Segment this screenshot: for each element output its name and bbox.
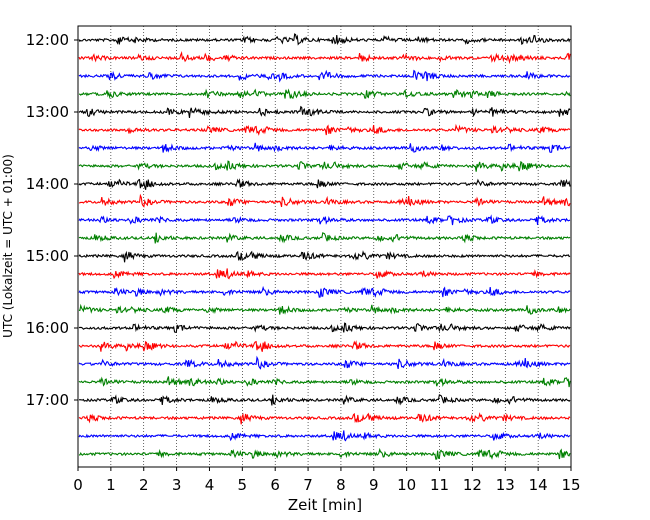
x-tick-label: 15 [561,476,580,494]
x-axis: 0 1 2 3 4 5 6 7 8 9 10 11 12 13 14 15 [73,467,581,494]
x-tick-label: 1 [106,476,116,494]
plot-frame [77,25,572,468]
trace-line [78,88,571,99]
x-tick-label: 3 [172,476,182,494]
trace-line [78,394,571,406]
trace-line [78,447,571,460]
x-tick-label: 13 [496,476,515,494]
trace-line [78,33,571,46]
trace-line [78,193,571,208]
trace-line [78,232,571,244]
trace-line [78,322,571,333]
trace-line [78,69,571,83]
trace-line [78,412,571,425]
trace-line [78,178,571,190]
y-tick-label: 13:00 [26,103,69,121]
trace-line [78,340,571,352]
x-axis-label: Zeit [min] [288,496,362,514]
x-tick-label: 8 [336,476,346,494]
trace-line [78,430,571,442]
trace-line [78,250,571,263]
y-tick-label: 14:00 [26,175,69,193]
plot-background [78,26,571,467]
x-tick-label: 12 [463,476,482,494]
y-tick-label: 12:00 [26,31,69,49]
y-tick-label: 16:00 [26,319,69,337]
trace-line [78,142,571,153]
x-tick-label: 10 [397,476,416,494]
traces [78,33,571,460]
trace-line [78,105,571,119]
x-tick-label: 2 [139,476,149,494]
x-tick-label: 9 [369,476,379,494]
trace-line [78,355,571,370]
y-tick-label: 17:00 [26,391,69,409]
y-axis: 12:00 13:00 14:00 15:00 16:00 17:00 [26,31,78,409]
y-tick-label: 15:00 [26,247,69,265]
y-axis-label: UTC (Lokalzeit = UTC + 01:00) [1,154,15,338]
x-tick-label: 7 [303,476,313,494]
trace-line [78,376,571,388]
trace-line [78,160,571,172]
trace-line [78,268,571,280]
trace-line [78,214,571,226]
trace-line [78,123,571,136]
x-tick-label: 14 [529,476,548,494]
trace-line [78,51,571,65]
x-tick-label: 11 [430,476,449,494]
trace-line [78,285,571,298]
x-tick-label: 6 [270,476,280,494]
x-tick-label: 5 [238,476,248,494]
trace-line [78,303,571,315]
x-tick-label: 0 [73,476,83,494]
x-tick-label: 4 [205,476,215,494]
